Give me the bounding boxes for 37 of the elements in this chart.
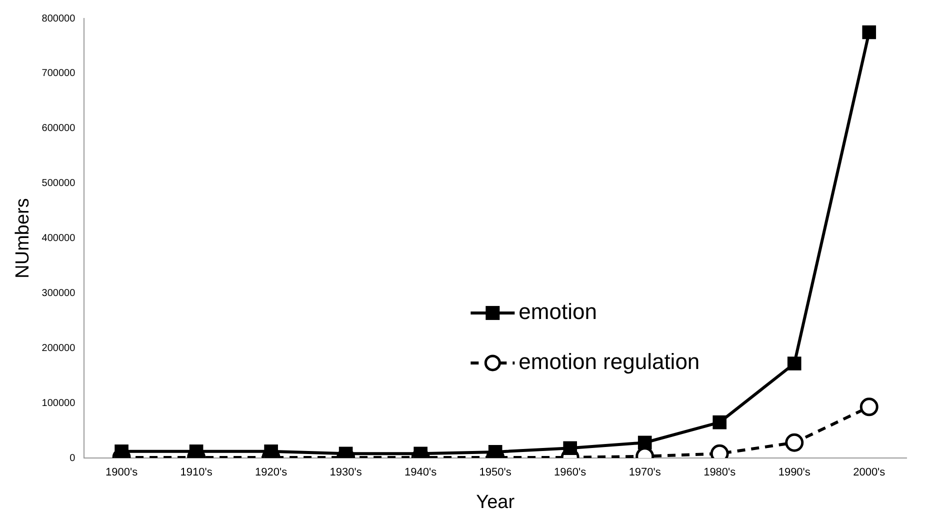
x-tick-label: 1990's [778, 466, 811, 479]
y-tick-label: 300000 [42, 288, 76, 299]
x-axis-title: Year [476, 492, 516, 513]
y-tick-label: 600000 [42, 123, 76, 134]
point [638, 436, 652, 450]
x-tick-label: 1970's [628, 466, 662, 479]
y-tick-label: 700000 [42, 68, 76, 80]
y-tick-label: 100000 [42, 398, 76, 409]
y-tick-label: 200000 [42, 342, 76, 354]
point [114, 444, 128, 458]
y-axis-title: NUmbers [12, 198, 34, 278]
point [338, 446, 353, 458]
point [189, 444, 204, 458]
x-tick-label: 1950's [479, 466, 512, 479]
x-tick-label: 1940's [404, 466, 438, 479]
x-tick-label: 1910's [180, 466, 213, 479]
point [414, 446, 428, 458]
y-tick-label: 500000 [42, 178, 76, 190]
x-tick-label: 2000's [853, 466, 886, 479]
point [563, 441, 577, 456]
x-tick-label: 1960's [554, 466, 587, 479]
y-tick-label: 400000 [42, 233, 76, 244]
y-tick-label: 800000 [42, 13, 76, 24]
point [862, 25, 876, 40]
y-tick-label: 0 [70, 452, 76, 464]
x-tick-label: 1980's [704, 466, 736, 479]
x-tick-label: 1930's [330, 466, 362, 479]
point [787, 356, 802, 370]
point [785, 433, 804, 452]
x-tick-label: 1920's [255, 466, 288, 479]
point [488, 445, 502, 458]
legend-label: emotion [518, 299, 597, 324]
legend-label: emotion regulation [518, 349, 700, 374]
point [712, 415, 727, 430]
x-tick-label: 1900's [106, 466, 138, 479]
point [860, 398, 878, 416]
point [264, 444, 278, 458]
